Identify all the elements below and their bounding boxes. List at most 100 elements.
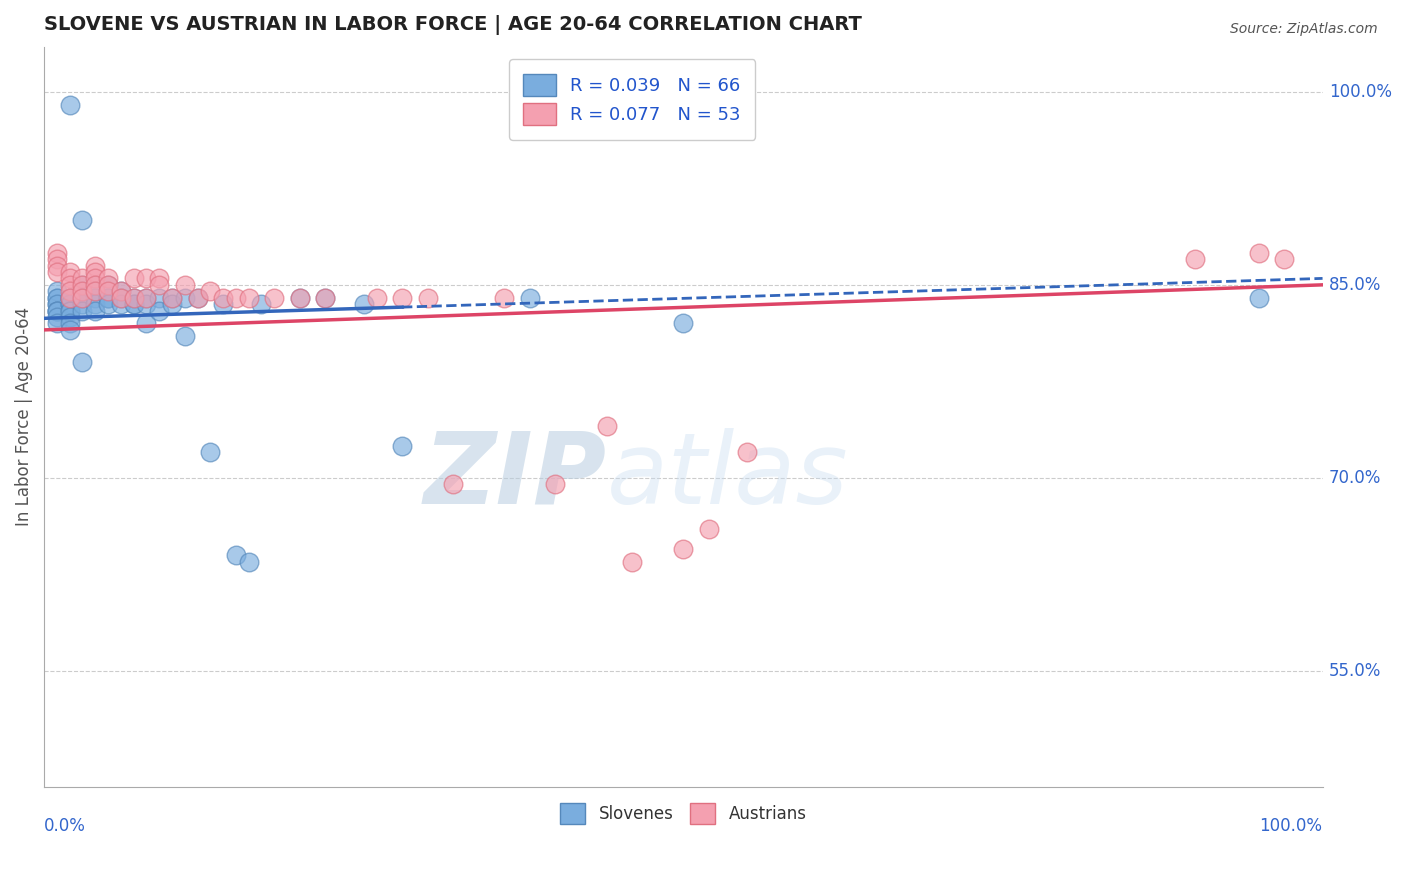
Point: [59, 317, 82, 331]
Point: [1247, 291, 1270, 305]
Point: [544, 477, 567, 491]
Y-axis label: In Labor Force | Age 20-64: In Labor Force | Age 20-64: [15, 307, 32, 526]
Point: [160, 291, 183, 305]
Text: 100.0%: 100.0%: [1329, 83, 1392, 101]
Point: [314, 291, 336, 305]
Point: [84, 277, 107, 292]
Point: [72, 213, 94, 227]
Point: [84, 303, 107, 318]
Point: [59, 297, 82, 311]
Point: [288, 291, 311, 305]
Point: [1272, 252, 1295, 266]
Point: [72, 285, 94, 299]
Point: [173, 291, 195, 305]
Point: [110, 291, 132, 305]
Point: [97, 291, 120, 305]
Point: [84, 277, 107, 292]
Point: [416, 291, 439, 305]
Text: 0.0%: 0.0%: [44, 816, 86, 835]
Point: [59, 303, 82, 318]
Point: [45, 297, 67, 311]
Point: [135, 291, 157, 305]
Point: [59, 97, 82, 112]
Point: [84, 297, 107, 311]
Point: [122, 297, 145, 311]
Point: [519, 291, 541, 305]
Point: [110, 285, 132, 299]
Point: [186, 291, 208, 305]
Point: [59, 285, 82, 299]
Point: [72, 291, 94, 305]
Point: [59, 265, 82, 279]
Point: [173, 329, 195, 343]
Point: [122, 291, 145, 305]
Point: [72, 355, 94, 369]
Point: [45, 303, 67, 318]
Point: [494, 291, 516, 305]
Point: [45, 252, 67, 266]
Point: [84, 259, 107, 273]
Point: [135, 291, 157, 305]
Text: SLOVENE VS AUSTRIAN IN LABOR FORCE | AGE 20-64 CORRELATION CHART: SLOVENE VS AUSTRIAN IN LABOR FORCE | AGE…: [44, 15, 862, 35]
Point: [59, 310, 82, 324]
Point: [97, 277, 120, 292]
Point: [59, 291, 82, 305]
Point: [97, 291, 120, 305]
Point: [672, 541, 695, 556]
Point: [97, 297, 120, 311]
Point: [45, 291, 67, 305]
Point: [45, 303, 67, 318]
Point: [122, 291, 145, 305]
Point: [212, 297, 235, 311]
Point: [59, 323, 82, 337]
Point: [135, 297, 157, 311]
Point: [441, 477, 464, 491]
Point: [45, 310, 67, 324]
Point: [45, 265, 67, 279]
Point: [72, 291, 94, 305]
Point: [735, 445, 758, 459]
Point: [59, 271, 82, 285]
Point: [59, 303, 82, 318]
Point: [391, 291, 413, 305]
Point: [45, 303, 67, 318]
Point: [72, 277, 94, 292]
Point: [84, 291, 107, 305]
Point: [135, 271, 157, 285]
Point: [672, 317, 695, 331]
Point: [186, 291, 208, 305]
Text: 85.0%: 85.0%: [1329, 276, 1381, 293]
Point: [59, 277, 82, 292]
Point: [84, 265, 107, 279]
Point: [314, 291, 336, 305]
Point: [84, 285, 107, 299]
Point: [72, 297, 94, 311]
Point: [72, 277, 94, 292]
Point: [122, 271, 145, 285]
Point: [59, 291, 82, 305]
Text: 55.0%: 55.0%: [1329, 662, 1381, 680]
Point: [200, 445, 222, 459]
Point: [353, 297, 375, 311]
Point: [72, 285, 94, 299]
Point: [148, 271, 170, 285]
Point: [45, 245, 67, 260]
Point: [59, 297, 82, 311]
Point: [160, 291, 183, 305]
Point: [225, 548, 247, 562]
Point: [97, 285, 120, 299]
Text: Source: ZipAtlas.com: Source: ZipAtlas.com: [1230, 22, 1378, 37]
Point: [45, 297, 67, 311]
Text: atlas: atlas: [606, 427, 848, 524]
Point: [45, 291, 67, 305]
Point: [110, 291, 132, 305]
Point: [212, 291, 235, 305]
Point: [1247, 245, 1270, 260]
Point: [697, 523, 720, 537]
Point: [45, 317, 67, 331]
Text: 70.0%: 70.0%: [1329, 469, 1381, 487]
Point: [45, 285, 67, 299]
Point: [45, 259, 67, 273]
Point: [135, 317, 157, 331]
Point: [148, 291, 170, 305]
